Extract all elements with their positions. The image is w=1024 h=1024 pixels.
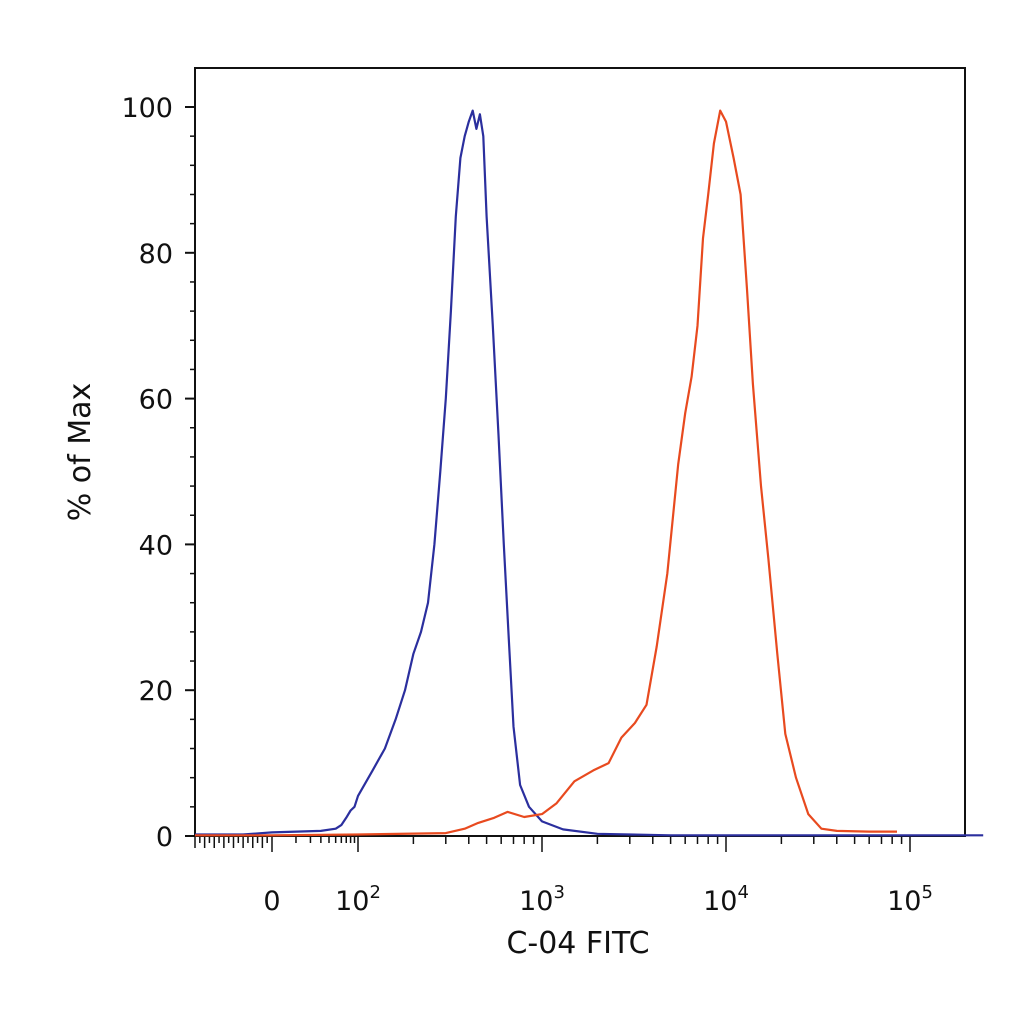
- y-axis: 0 20 40 60 80 100: [121, 93, 195, 853]
- x-axis-title: C-04 FITC: [506, 926, 649, 961]
- series-layer: [195, 109, 984, 837]
- y-tick-label: 60: [139, 385, 173, 416]
- series-2-line: [195, 109, 897, 837]
- y-tick-label: 100: [121, 93, 173, 124]
- y-tick-label: 0: [156, 822, 173, 853]
- x-tick-label: 102: [335, 882, 381, 917]
- x-tick-label: 0: [263, 886, 280, 917]
- plot-frame: [194, 67, 966, 837]
- x-tick-label: 104: [703, 882, 749, 917]
- y-axis-title: % of Max: [63, 383, 98, 522]
- x-tick-label: 103: [519, 882, 565, 917]
- x-axis: 0 102 103 104 105: [194, 836, 933, 917]
- y-tick-label: 80: [139, 239, 173, 270]
- series-1-line: [195, 109, 984, 837]
- y-tick-label: 20: [139, 676, 173, 707]
- x-tick-label: 105: [887, 882, 933, 917]
- y-tick-label: 40: [139, 530, 173, 561]
